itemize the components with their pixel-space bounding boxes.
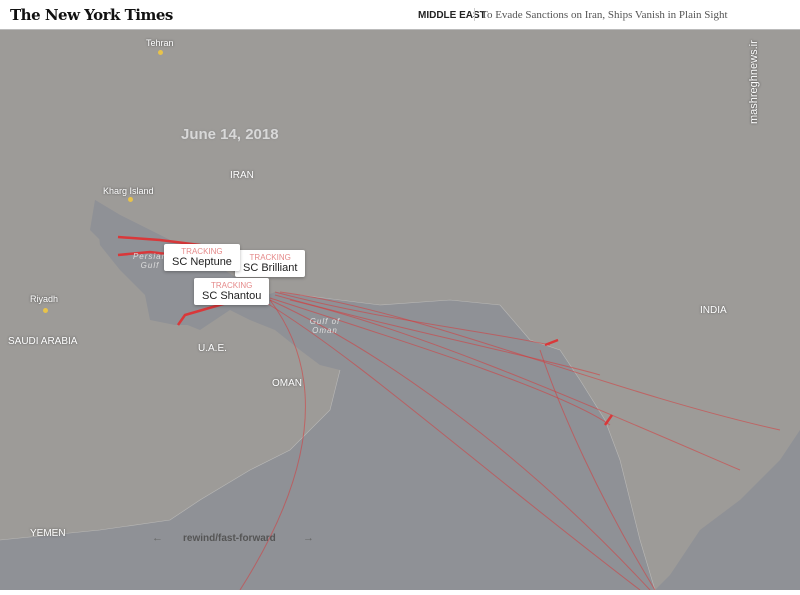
ship-tooltip[interactable]: TRACKING SC Neptune <box>164 244 240 271</box>
country-label: SAUDI ARABIA <box>8 336 78 347</box>
city-dot <box>158 50 163 55</box>
route <box>269 299 651 591</box>
country-label: OMAN <box>272 378 302 389</box>
header: The New York Times MIDDLE EAST To Evade … <box>0 0 800 30</box>
nyt-logo[interactable]: The New York Times <box>10 6 173 24</box>
tracking-status: TRACKING <box>210 281 253 290</box>
water-label: Gulf of Oman <box>309 317 341 335</box>
tracking-status: TRACKING <box>181 247 223 256</box>
map-canvas <box>0 30 800 591</box>
route <box>289 299 741 471</box>
route <box>239 299 306 591</box>
country-label: INDIA <box>700 305 727 316</box>
ship-name: SC Shantou <box>202 290 262 302</box>
headline[interactable]: To Evade Sanctions on Iran, Ships Vanish… <box>481 9 728 21</box>
fast-forward-button[interactable]: → <box>303 532 314 544</box>
map[interactable]: June 14, 2018 IRAN SAUDI ARABIA U.A.E. O… <box>0 30 800 591</box>
route <box>539 349 656 591</box>
land-north <box>0 30 800 590</box>
tracking-status: TRACKING <box>249 253 291 262</box>
city-label: Tehran <box>146 38 174 48</box>
ship-name: SC Neptune <box>172 256 232 268</box>
city-label: Riyadh <box>30 294 59 304</box>
ship-tooltip[interactable]: TRACKING SC Shantou <box>194 278 270 305</box>
rewind-fast-forward-label: rewind/fast-forward <box>183 533 276 544</box>
city-dot <box>128 197 133 202</box>
track <box>176 300 231 326</box>
route <box>264 301 641 591</box>
track <box>603 414 614 426</box>
ship-tooltip[interactable]: TRACKING SC Brilliant <box>235 250 306 277</box>
city-dot <box>43 308 48 313</box>
route <box>269 297 611 426</box>
country-label: IRAN <box>230 170 254 181</box>
route <box>274 291 551 346</box>
country-label: U.A.E. <box>198 343 227 354</box>
country-label: YEMEN <box>30 528 66 539</box>
divider <box>474 8 475 21</box>
ship-name: SC Brilliant <box>243 262 298 274</box>
water-label: Persian Gulf <box>132 252 168 270</box>
shipping-routes <box>239 291 781 591</box>
watermark: mashreghnews.ir <box>748 40 760 124</box>
rewind-button[interactable]: ← <box>152 532 163 544</box>
section-link[interactable]: MIDDLE EAST <box>418 10 486 21</box>
route <box>279 291 781 431</box>
date-label: June 14, 2018 <box>181 126 279 143</box>
coastline <box>0 294 656 591</box>
city-label: Kharg Island <box>103 186 154 196</box>
track <box>544 338 559 347</box>
